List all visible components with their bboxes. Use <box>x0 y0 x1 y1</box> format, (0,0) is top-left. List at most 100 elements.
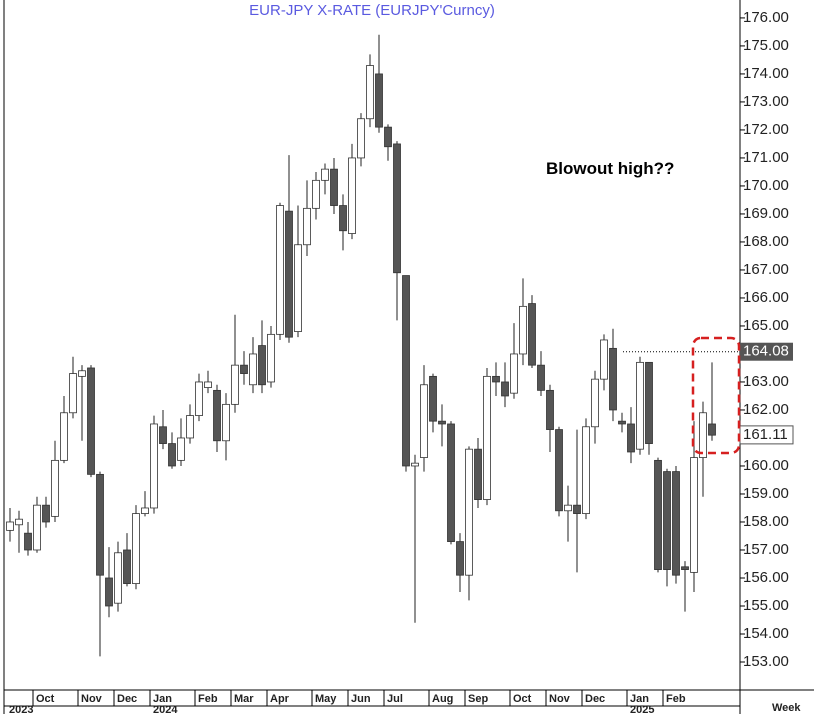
x-tick-label: Mar <box>234 693 254 705</box>
x-tick-label: Jan <box>630 693 649 705</box>
highlight-box <box>691 336 741 455</box>
candle-body <box>438 420 446 425</box>
candle-body <box>366 65 374 120</box>
y-tick-label: 171.00 <box>743 149 789 166</box>
y-tick-label: 176.00 <box>743 9 789 26</box>
candle-body <box>411 462 419 467</box>
candle-body <box>537 364 545 391</box>
candle-body <box>78 370 86 377</box>
x-tick-label: Jan <box>153 693 172 705</box>
x-axis-label: Week <box>772 702 801 714</box>
x-tick-label: May <box>315 693 337 705</box>
candle-body <box>222 403 230 442</box>
candle-body <box>60 412 68 461</box>
annotation: Blowout high?? <box>546 159 674 178</box>
y-tick-label: 170.00 <box>743 177 789 194</box>
year-label: 2023 <box>9 704 33 714</box>
candle-body <box>681 566 689 570</box>
candle-body <box>15 518 23 526</box>
candle-body <box>663 471 671 570</box>
candle-body <box>699 412 707 458</box>
candle-body <box>510 353 518 394</box>
candle-body <box>186 415 194 439</box>
candle-body <box>240 364 248 374</box>
y-tick-label: 167.00 <box>743 261 789 278</box>
y-tick-label: 163.00 <box>743 373 789 390</box>
candle-body <box>429 375 437 422</box>
candle-body <box>528 303 536 366</box>
candle-body <box>87 367 95 475</box>
candle-body <box>636 361 644 450</box>
candle-body <box>303 207 311 246</box>
candle-body <box>564 504 572 512</box>
candle-body <box>285 210 293 338</box>
candle-body <box>213 389 221 442</box>
candle-body <box>609 347 617 411</box>
candle-body <box>141 507 149 514</box>
candle-body <box>582 426 590 514</box>
candle-body <box>384 126 392 148</box>
candle-body <box>555 429 563 512</box>
candle-body <box>258 345 266 386</box>
x-tick-label: Dec <box>117 693 137 705</box>
candle-body <box>204 381 212 388</box>
y-tick-label: 162.00 <box>743 401 789 418</box>
y-tick-label: 156.00 <box>743 569 789 586</box>
candle-body <box>294 244 302 332</box>
x-tick-label: Oct <box>36 693 55 705</box>
candle-body <box>105 577 113 607</box>
y-tick-label: 158.00 <box>743 513 789 530</box>
candle-body <box>312 179 320 209</box>
candle-body <box>96 473 104 576</box>
candle-body <box>546 389 554 430</box>
candle-body <box>474 448 482 500</box>
candle-body <box>114 552 122 604</box>
candle-body <box>375 73 383 128</box>
y-tick-label: 175.00 <box>743 37 789 54</box>
candle-body <box>69 373 77 414</box>
candle-body <box>24 532 32 551</box>
x-tick-label: Feb <box>198 693 218 705</box>
x-tick-label: Nov <box>81 693 103 705</box>
x-tick-label: Nov <box>549 693 571 705</box>
candle-body <box>456 541 464 576</box>
candle-body <box>483 375 491 500</box>
candle-body <box>393 143 401 274</box>
candle-body <box>195 381 203 416</box>
candle-body <box>249 353 257 386</box>
candle-body <box>159 426 167 444</box>
year-label: 2025 <box>630 704 654 714</box>
candle-body <box>447 423 455 542</box>
y-tick-label: 155.00 <box>743 597 789 614</box>
candle-body <box>321 168 329 181</box>
y-tick-label: 173.00 <box>743 93 789 110</box>
y-tick-label: 168.00 <box>743 233 789 250</box>
candle-body <box>708 423 716 436</box>
candle-body <box>150 423 158 509</box>
x-tick-label: Aug <box>432 693 453 705</box>
candle-body <box>492 375 500 383</box>
plot: 153.00 154.00 155.00 156.00 157.00 158.00 159.… <box>6 9 794 714</box>
candle-body <box>618 420 626 425</box>
year-label: 2024 <box>153 704 178 714</box>
candle-body <box>420 384 428 458</box>
y-tick-label: 166.00 <box>743 289 789 306</box>
candle-body <box>348 157 356 234</box>
candle-body <box>132 513 140 584</box>
y-tick-label: 154.00 <box>743 625 789 642</box>
candle-body <box>654 459 662 570</box>
candle-body <box>465 448 473 576</box>
candle-body <box>231 364 239 405</box>
x-tick-label: Sep <box>468 693 488 705</box>
candle-body <box>6 521 14 531</box>
candle-body <box>330 168 338 206</box>
candle-body <box>168 443 176 467</box>
candle-body <box>519 305 527 355</box>
y-tick-label: 165.00 <box>743 317 789 334</box>
x-tick-label: Oct <box>513 693 532 705</box>
candle-body <box>177 437 185 461</box>
candle-body <box>357 118 365 159</box>
candle-body <box>573 504 581 514</box>
x-tick-label: Apr <box>270 693 290 705</box>
